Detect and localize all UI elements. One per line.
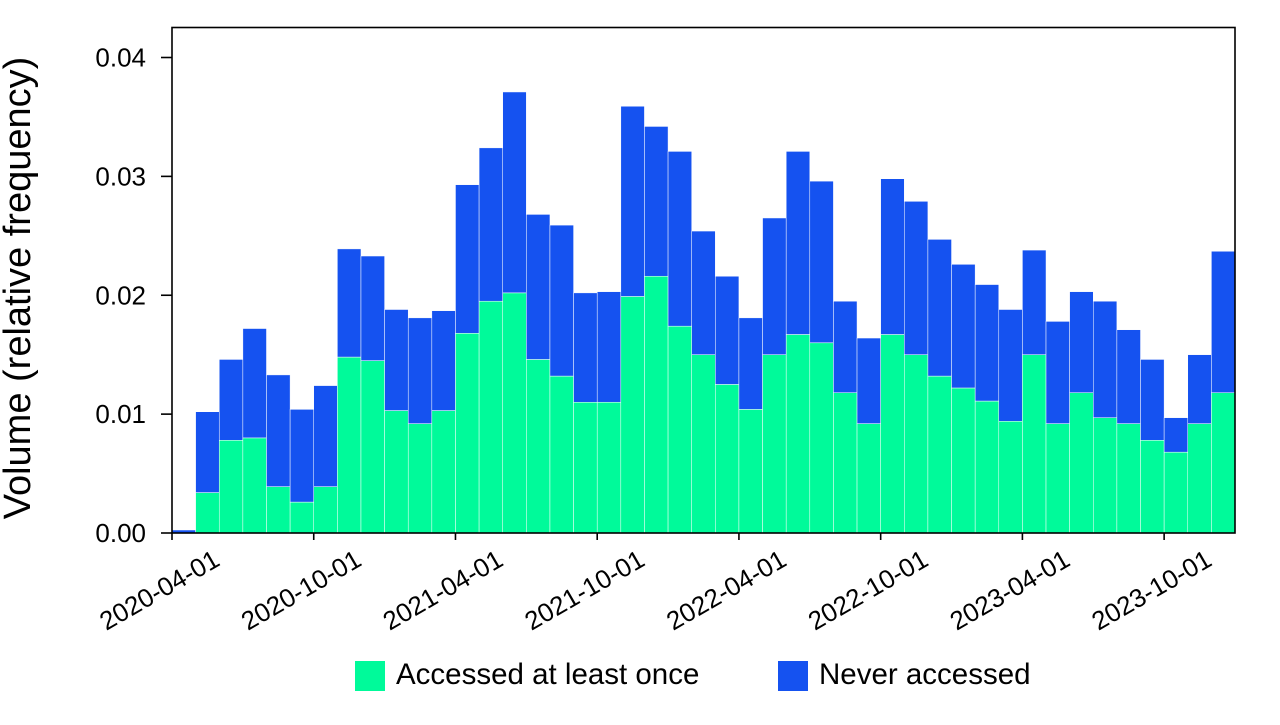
svg-text:0.03: 0.03 [95,161,146,191]
svg-text:2020-10-01: 2020-10-01 [236,544,366,636]
svg-text:2023-10-01: 2023-10-01 [1086,544,1216,636]
svg-text:Never accessed: Never accessed [819,658,1031,691]
svg-text:2021-10-01: 2021-10-01 [519,544,649,636]
svg-text:Volume (relative frequency): Volume (relative frequency) [0,57,39,520]
svg-text:0.00: 0.00 [95,518,146,548]
svg-text:2022-10-01: 2022-10-01 [803,544,933,636]
svg-text:2022-04-01: 2022-04-01 [661,544,791,636]
svg-text:Accessed at least once: Accessed at least once [396,658,699,691]
svg-text:0.02: 0.02 [95,280,146,310]
svg-text:2020-04-01: 2020-04-01 [94,544,224,636]
svg-text:0.01: 0.01 [95,399,146,429]
svg-text:2021-04-01: 2021-04-01 [378,544,508,636]
svg-text:0.04: 0.04 [95,43,146,73]
svg-text:2023-04-01: 2023-04-01 [945,544,1075,636]
